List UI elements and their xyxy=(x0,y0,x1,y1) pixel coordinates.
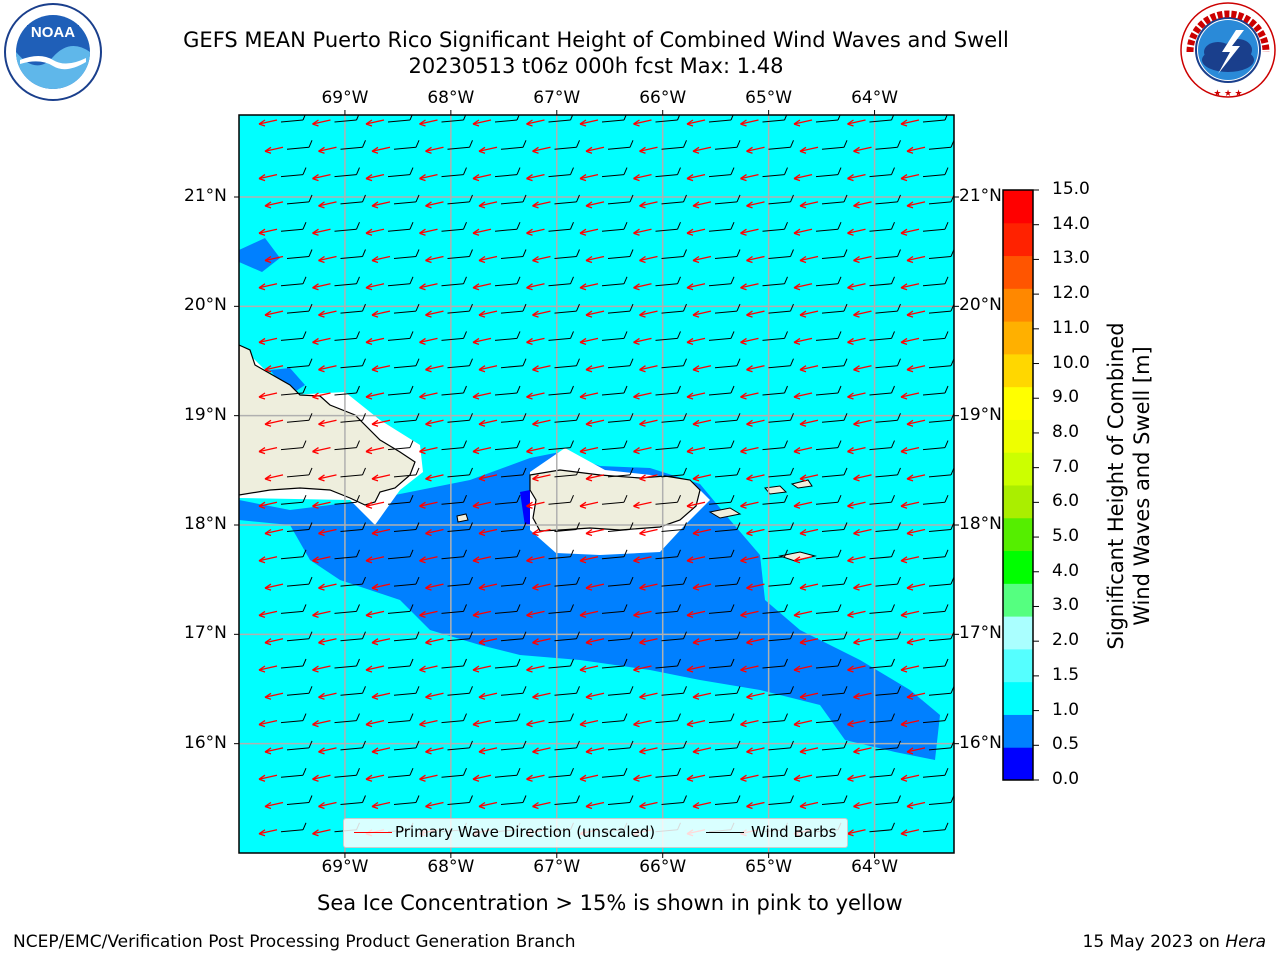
colorbar-segment xyxy=(1003,517,1033,552)
title-line-2: 20230513 t06z 000h fcst Max: 1.48 xyxy=(408,54,784,78)
land-puerto-rico xyxy=(529,469,701,532)
wave-height-band-0-5-1-nw xyxy=(239,238,280,272)
colorbar-segment xyxy=(1003,353,1033,388)
lon-label: 67°W xyxy=(533,88,581,108)
colorbar-tick-label: 9.0 xyxy=(1052,387,1080,408)
colorbar-tick-label: 10.0 xyxy=(1052,352,1090,373)
colorbar-segment xyxy=(1003,255,1033,289)
colorbar-segment xyxy=(1003,648,1033,683)
chart-title: GEFS MEAN Puerto Rico Significant Height… xyxy=(0,27,1192,79)
colorbar-tick-label: 14.0 xyxy=(1052,213,1090,234)
colorbar-segment xyxy=(1003,485,1033,519)
colorbar-tick-label: 1.5 xyxy=(1052,664,1080,685)
lon-label: 64°W xyxy=(851,88,899,108)
lon-label: 65°W xyxy=(745,88,793,108)
wind-barbs-legend-line xyxy=(706,832,744,833)
lat-label: 19°N xyxy=(184,404,227,425)
graticule xyxy=(239,115,954,853)
lat-label: 17°N xyxy=(959,623,1002,644)
lat-label: 18°N xyxy=(184,514,227,534)
lon-label: 66°W xyxy=(639,857,687,877)
colorbar-tick-label: 8.0 xyxy=(1052,421,1080,442)
lon-label: 68°W xyxy=(427,88,475,108)
footer-date-text: 15 May 2023 on xyxy=(1082,932,1226,952)
colorbar-segment xyxy=(1003,452,1033,486)
map-legend: Primary Wave Direction (unscaled) Wind B… xyxy=(343,818,848,848)
colorbar xyxy=(1002,189,1039,781)
lon-label: 65°W xyxy=(745,857,793,877)
colorbar-tick-label: 13.0 xyxy=(1052,248,1090,269)
nws-logo: ★ ★ ★ xyxy=(1178,0,1278,100)
colorbar-tick-label: 4.0 xyxy=(1052,560,1080,581)
footer-branch: NCEP/EMC/Verification Post Processing Pr… xyxy=(13,932,576,952)
noaa-logo: NOAA xyxy=(0,2,106,102)
land-hispaniola xyxy=(239,344,416,506)
colorbar-segment xyxy=(1003,550,1033,584)
colorbar-tick-label: 1.0 xyxy=(1052,699,1080,720)
wind-barbs-legend-label: Wind Barbs xyxy=(751,823,837,841)
colorbar-segment xyxy=(1003,222,1033,257)
lat-label: 21°N xyxy=(959,186,1002,206)
colorbar-tick-label: 11.0 xyxy=(1052,317,1090,338)
svg-text:★ ★ ★: ★ ★ ★ xyxy=(1213,88,1242,98)
lat-label: 19°N xyxy=(959,404,1002,425)
lon-label: 69°W xyxy=(321,857,369,877)
map-ticks xyxy=(234,110,959,858)
wave-direction-arrows xyxy=(258,119,926,837)
footer-host: Hera xyxy=(1225,932,1266,952)
colorbar-title-line-2: Wind Waves and Swell [m] xyxy=(1130,346,1154,626)
noaa-logo-text: NOAA xyxy=(31,24,75,41)
land-vieques xyxy=(708,507,742,519)
colorbar-tick-label: 6.0 xyxy=(1052,491,1080,512)
colorbar-tick-label: 3.0 xyxy=(1052,595,1080,616)
lon-label: 67°W xyxy=(533,857,581,877)
colorbar-segment xyxy=(1003,583,1033,617)
wave-direction-legend-line xyxy=(354,832,392,833)
colorbar-tick-label: 5.0 xyxy=(1052,526,1080,547)
colorbar-segment xyxy=(1003,747,1033,781)
lon-label: 66°W xyxy=(639,88,687,108)
colorbar-tick-label: 2.0 xyxy=(1052,630,1080,651)
colorbar-segment xyxy=(1003,616,1033,650)
colorbar-tick-label: 12.0 xyxy=(1052,283,1090,304)
colorbar-tick-label: 7.0 xyxy=(1052,456,1080,477)
colorbar-title: Significant Height of Combined Wind Wave… xyxy=(1103,286,1155,686)
wave-height-band-0-5-1 xyxy=(239,452,940,760)
footer-date: 15 May 2023 on Hera xyxy=(1083,932,1267,952)
wind-barbs xyxy=(280,115,954,833)
colorbar-segment xyxy=(1003,681,1033,715)
colorbar-segment xyxy=(1003,714,1033,748)
colorbar-segment xyxy=(1003,190,1033,224)
lat-label: 17°N xyxy=(184,623,227,644)
colorbar-tick-label: 0.5 xyxy=(1052,734,1080,755)
lat-label: 18°N xyxy=(959,514,1002,534)
colorbar-title-line-1: Significant Height of Combined xyxy=(1104,322,1128,650)
wave-direction-legend-label: Primary Wave Direction (unscaled) xyxy=(395,823,656,841)
lat-label: 20°N xyxy=(959,295,1002,316)
colorbar-segment xyxy=(1003,321,1033,355)
map-border xyxy=(238,114,955,854)
colorbar-tick-label: 0.0 xyxy=(1052,769,1080,789)
colorbar-tick-label: 15.0 xyxy=(1052,179,1090,199)
lat-label: 16°N xyxy=(959,732,1002,753)
sea-ice-note: Sea Ice Concentration > 15% is shown in … xyxy=(317,891,903,915)
lon-label: 68°W xyxy=(427,857,475,877)
wave-height-band-0-5-1-mona xyxy=(270,368,305,395)
lat-label: 16°N xyxy=(184,732,227,753)
title-line-1: GEFS MEAN Puerto Rico Significant Height… xyxy=(183,28,1009,52)
lon-label: 69°W xyxy=(321,88,369,108)
land-mona xyxy=(456,513,469,523)
colorbar-segment xyxy=(1003,419,1033,453)
colorbar-segment xyxy=(1003,386,1033,420)
colorbar-segment xyxy=(1003,288,1033,322)
lat-label: 20°N xyxy=(184,295,227,316)
land-st-croix xyxy=(778,551,817,562)
lat-label: 21°N xyxy=(184,186,227,206)
lon-label: 64°W xyxy=(851,857,899,877)
